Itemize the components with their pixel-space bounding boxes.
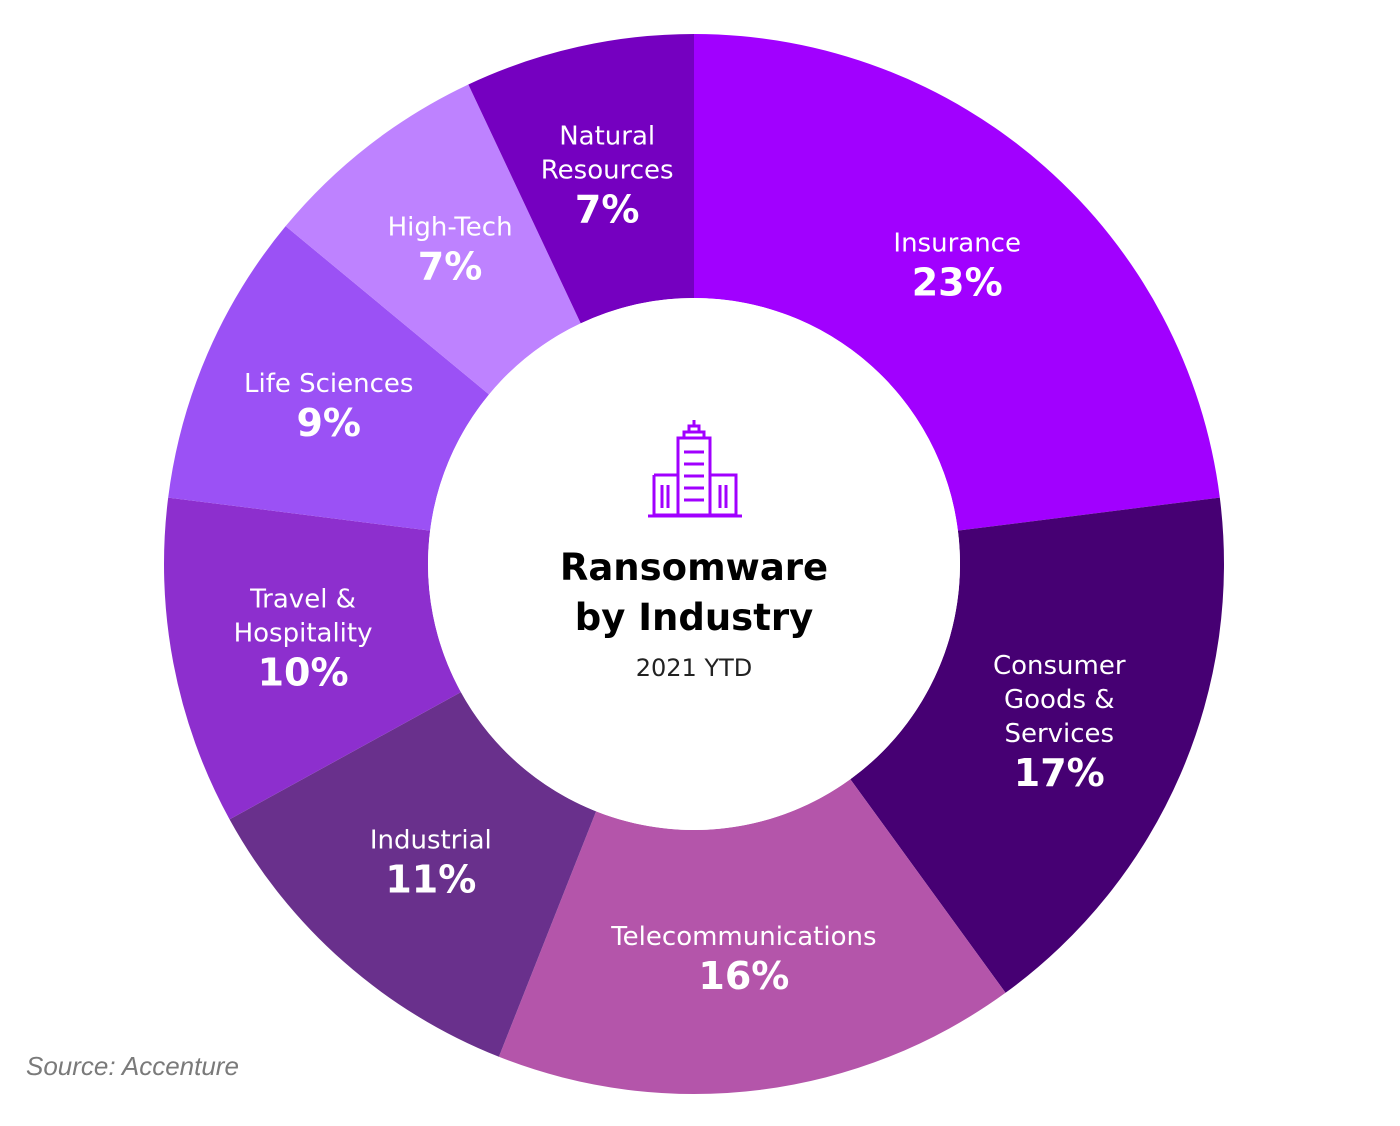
slice-name-3-line-0: Industrial (370, 826, 492, 856)
slice-name-4-line-1: Hospitality (234, 619, 373, 649)
slice-name-7-line-0: Natural (559, 122, 655, 152)
slice-name-6-line-0: High-Tech (388, 213, 513, 243)
slice-value-6: 7% (418, 245, 483, 289)
slice-5 (168, 226, 490, 531)
slice-0 (694, 34, 1220, 531)
slice-3 (229, 692, 597, 1057)
building-icon (648, 420, 742, 518)
center-hole (428, 298, 960, 830)
slice-name-2-line-0: Telecommunications (610, 922, 876, 952)
slice-6 (285, 84, 581, 395)
slice-7 (468, 34, 694, 324)
slice-name-1-line-1: Goods & (1004, 685, 1115, 715)
slice-value-3: 11% (385, 858, 476, 902)
slice-value-2: 16% (698, 954, 789, 998)
slice-name-4-line-0: Travel & (249, 585, 356, 615)
slice-name-5-line-0: Life Sciences (244, 369, 413, 399)
donut-slices (164, 34, 1224, 1094)
slice-2 (498, 779, 1006, 1094)
chart-center: Ransomware by Industry 2021 YTD (428, 298, 960, 830)
chart-title-line-2: by Industry (575, 596, 814, 639)
slice-name-1-line-2: Services (1004, 719, 1114, 749)
slice-value-0: 23% (912, 260, 1003, 304)
chart-subtitle: 2021 YTD (636, 654, 753, 682)
chart-title-line-1: Ransomware (560, 546, 828, 589)
slice-value-1: 17% (1014, 751, 1105, 795)
slice-value-7: 7% (575, 188, 640, 232)
slice-value-5: 9% (296, 401, 361, 445)
slice-name-1-line-0: Consumer (993, 651, 1126, 681)
slice-4 (164, 497, 461, 820)
slice-name-7-line-1: Resources (541, 156, 674, 186)
slice-1 (850, 497, 1224, 993)
slice-name-0-line-0: Insurance (893, 228, 1021, 258)
slice-value-4: 10% (258, 651, 349, 695)
source-note: Source: Accenture (26, 1051, 239, 1081)
